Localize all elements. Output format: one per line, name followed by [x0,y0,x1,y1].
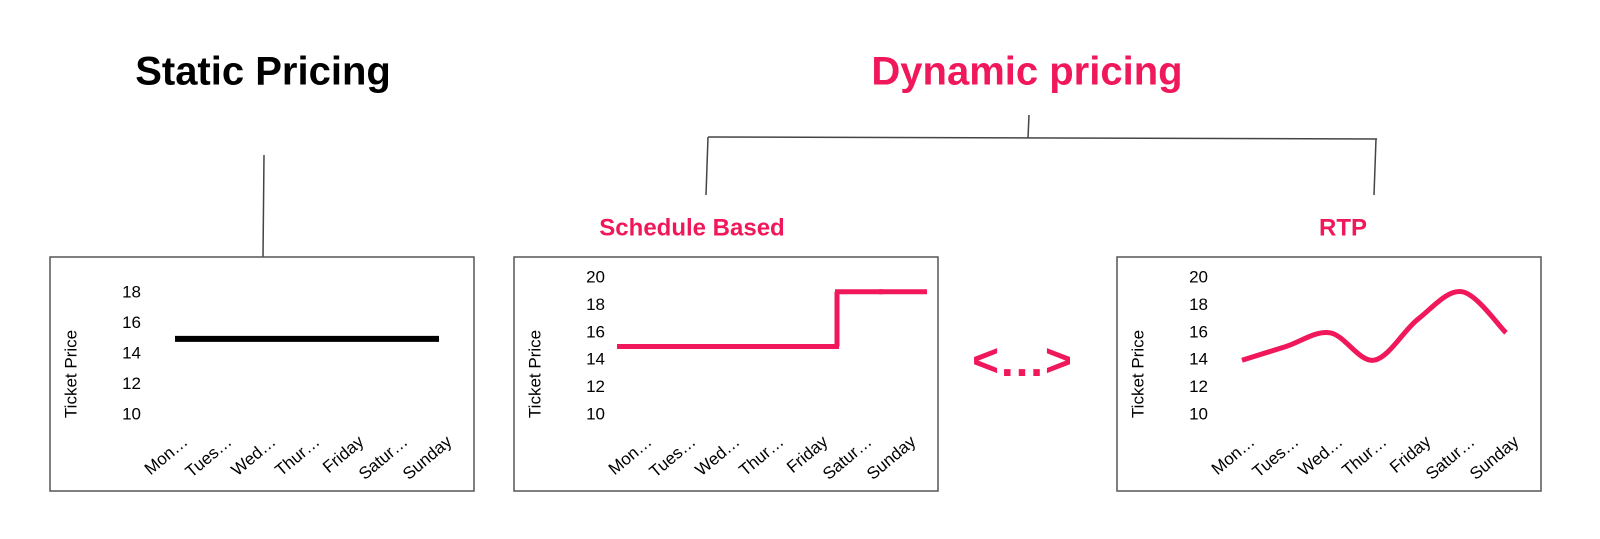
connector [705,136,709,196]
x-tick-label: Satur… [1422,432,1478,484]
y-tick-label: 12 [1189,377,1208,396]
y-tick-label: 14 [122,344,141,363]
connector [707,136,1378,140]
schedule-heading: Schedule Based [599,214,784,241]
x-tick-label: Mon… [605,432,656,479]
y-tick-label: 10 [586,404,605,423]
connector [1373,138,1377,196]
x-tick-label: Wed… [228,432,280,480]
x-tick-label: Tues… [646,432,700,481]
x-tick-label: Satur… [819,432,875,484]
x-tick-label: Thur… [735,432,787,480]
chart-frame [1116,256,1542,492]
x-tick-label: Mon… [1208,432,1259,479]
x-tick-label: Sunday [1466,432,1523,484]
y-axis-title: Ticket Price [525,330,544,418]
y-tick-label: 18 [586,295,605,314]
y-tick-label: 16 [586,322,605,341]
chart-frame [49,256,475,492]
ellipsis: <…> [972,334,1072,386]
y-tick-label: 14 [1189,350,1208,369]
y-tick-label: 10 [122,404,141,423]
y-tick-label: 18 [122,283,141,302]
y-axis-title: Ticket Price [1128,330,1147,418]
x-tick-label: Sunday [863,432,920,484]
x-tick-label: Thur… [1338,432,1390,480]
connector [262,154,265,258]
price-line [1241,289,1508,363]
y-tick-label: 18 [1189,295,1208,314]
connector [1027,114,1030,139]
x-tick-label: Tues… [1249,432,1303,481]
y-tick-label: 12 [122,374,141,393]
x-tick-label: Wed… [692,432,744,480]
y-tick-label: 14 [586,350,605,369]
x-tick-label: Tues… [182,432,236,481]
static-heading: Static Pricing [135,50,391,94]
y-tick-label: 20 [1189,267,1208,286]
y-tick-label: 16 [122,313,141,332]
x-tick-label: Thur… [271,432,323,480]
y-tick-label: 16 [1189,322,1208,341]
y-tick-label: 20 [586,267,605,286]
x-tick-label: Sunday [399,432,456,484]
dynamic-heading: Dynamic pricing [871,50,1182,94]
x-tick-label: Wed… [1295,432,1347,480]
y-axis-title: Ticket Price [61,330,80,418]
y-tick-label: 10 [1189,404,1208,423]
chart-frame [513,256,939,492]
rtp-heading: RTP [1319,214,1367,241]
x-tick-label: Mon… [141,432,192,479]
x-tick-label: Satur… [355,432,411,484]
y-tick-label: 12 [586,377,605,396]
